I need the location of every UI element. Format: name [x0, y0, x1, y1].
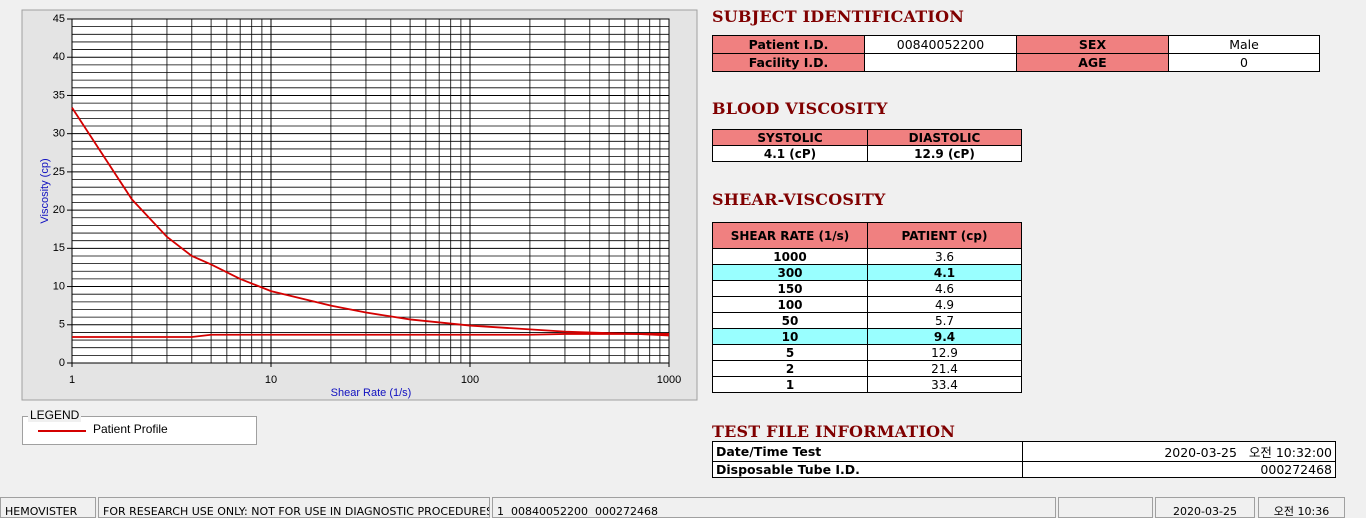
- value: 00840052200: [864, 35, 1017, 54]
- shear-row: 2 21.4: [712, 360, 1022, 377]
- x-tick-label: 100: [461, 374, 479, 386]
- x-tick-label: 1000: [657, 374, 681, 386]
- chart: Shear Rate (1/s) Viscosity (cp) 0 5 10 15 20…: [21, 9, 698, 401]
- viscosity: 3.6: [867, 248, 1022, 265]
- x-axis-label: Shear Rate (1/s): [331, 387, 412, 399]
- shear-row: 100 4.9: [712, 296, 1022, 313]
- x-tick-label: 1: [69, 374, 75, 386]
- value: 12.9 (cP): [867, 145, 1022, 162]
- viscosity: 5.7: [867, 312, 1022, 329]
- blood-viscosity-table: SYSTOLIC DIASTOLIC 4.1 (cP) 12.9 (cP): [712, 129, 1022, 162]
- shear-rate: 1000: [712, 248, 868, 265]
- y-tick-label: 35: [53, 89, 65, 101]
- value: 000272468: [1022, 461, 1336, 478]
- viscosity: 4.9: [867, 296, 1022, 313]
- shear-row: 10 9.4: [712, 328, 1022, 345]
- shear-rate: 1: [712, 376, 868, 393]
- y-tick-label: 15: [53, 242, 65, 254]
- subject-table: Patient I.D. 00840052200 SEX Male Facility …: [712, 35, 1320, 72]
- legend-svg: Patient Profile: [38, 422, 168, 436]
- status-cell: FOR RESEARCH USE ONLY: NOT FOR USE IN DI…: [98, 497, 490, 518]
- section-title: BLOOD VISCOSITY: [712, 99, 888, 118]
- shear-rate: 100: [712, 296, 868, 313]
- viscosity: 21.4: [867, 360, 1022, 377]
- status-cell: 2020-03-25: [1155, 497, 1255, 518]
- legend-label: Patient Profile: [93, 422, 168, 436]
- line-series: [71, 107, 670, 337]
- y-tick-label: 0: [59, 357, 65, 369]
- y-tick-label: 40: [53, 51, 65, 63]
- y-tick-label: 45: [53, 13, 65, 25]
- label: SEX: [1016, 35, 1169, 54]
- viscosity: 12.9: [867, 344, 1022, 361]
- value: 2020-03-25 오전 10:32:00: [1022, 441, 1336, 462]
- plot-border: [71, 18, 670, 364]
- shear-row: 1000 3.6: [712, 248, 1022, 265]
- y-tick-label: 20: [53, 204, 65, 216]
- status-cell: [1058, 497, 1153, 518]
- shear-rate: 50: [712, 312, 868, 329]
- shear-rate: 2: [712, 360, 868, 377]
- section-title: SUBJECT IDENTIFICATION: [712, 7, 965, 26]
- section-title: SHEAR-VISCOSITY: [712, 190, 886, 209]
- header: PATIENT (cp): [867, 222, 1022, 249]
- line-series: [72, 333, 669, 338]
- value: Male: [1168, 35, 1320, 54]
- label: Date/Time Test: [712, 441, 1023, 462]
- value: 0: [1168, 53, 1320, 72]
- section-title: TEST FILE INFORMATION: [712, 422, 956, 441]
- label: Patient I.D.: [712, 35, 865, 54]
- y-tick-label: 5: [59, 319, 65, 331]
- plot-area: [72, 19, 669, 363]
- shear-rate: 150: [712, 280, 868, 297]
- viscosity: 33.4: [867, 376, 1022, 393]
- legend-title: LEGEND: [28, 408, 82, 422]
- shear-row: 150 4.6: [712, 280, 1022, 297]
- header: SYSTOLIC: [712, 129, 868, 146]
- viscosity: 9.4: [867, 328, 1022, 345]
- value: [864, 53, 1017, 72]
- viscosity: 4.1: [867, 264, 1022, 281]
- shear-rate: 5: [712, 344, 868, 361]
- value: 4.1 (cP): [712, 145, 868, 162]
- x-tick-label: 10: [265, 374, 277, 386]
- status-cell: 1 00840052200 000272468: [492, 497, 1056, 518]
- status-cell: HEMOVISTER: [0, 497, 96, 518]
- header: SHEAR RATE (1/s): [712, 222, 868, 249]
- shear-rate: 300: [712, 264, 868, 281]
- y-tick-label: 30: [53, 128, 65, 140]
- shear-row: 50 5.7: [712, 312, 1022, 329]
- shear-row: 1 33.4: [712, 376, 1022, 393]
- shear-rows: 1000 3.6 300 4.1 150 4.6 100 4.9 50 5.7 10 9.4 5 12.9…: [712, 248, 1022, 393]
- label: Disposable Tube I.D.: [712, 461, 1023, 478]
- test-file-table: Date/Time Test 2020-03-25 오전 10:32:00 Dis…: [712, 441, 1336, 478]
- label: AGE: [1016, 53, 1169, 72]
- label: Facility I.D.: [712, 53, 865, 72]
- y-axis-label: Viscosity (cp): [39, 158, 51, 223]
- shear-rate: 10: [712, 328, 868, 345]
- header: DIASTOLIC: [867, 129, 1022, 146]
- y-tick-label: 10: [53, 280, 65, 292]
- y-tick-label: 25: [53, 166, 65, 178]
- shear-table: SHEAR RATE (1/s) PATIENT (cp) 1000 3.6 300 4…: [712, 222, 1022, 393]
- shear-row: 5 12.9: [712, 344, 1022, 361]
- shear-row: 300 4.1: [712, 264, 1022, 281]
- status-cell: 오전 10:36: [1258, 497, 1345, 518]
- viscosity: 4.6: [867, 280, 1022, 297]
